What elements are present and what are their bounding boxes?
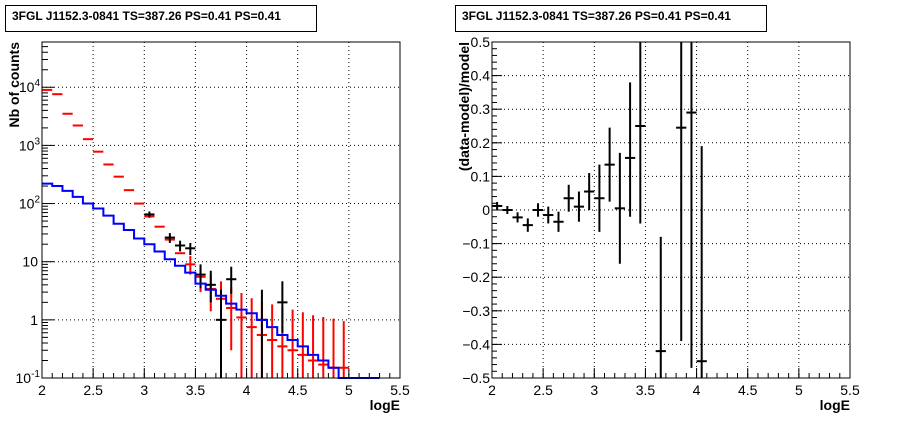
x-tick-label: 3: [590, 382, 598, 398]
y-tick-label: 0.1: [471, 168, 491, 184]
x-tick-label: 5: [345, 382, 353, 398]
y-axis-label: (data-model)/model: [456, 42, 472, 171]
right-panel-residuals: 2 2.5 3 3.5 4 4.5 5 5.5 −0.5 −0.4 −0.3 −0.2 −0.1 0 0.1…: [456, 34, 860, 413]
y-tick-label: 103: [19, 136, 41, 153]
plot-frame: [41, 41, 401, 379]
y-tick-label: −0.5: [462, 370, 490, 386]
x-tick-label: 3.5: [636, 382, 656, 398]
x-tick-label: 4.5: [738, 382, 758, 398]
y-tick-label: 0.5: [471, 34, 491, 50]
y-tick-label: 0.4: [471, 68, 491, 84]
y-tick-label: −0.4: [462, 336, 490, 352]
y-tick-label: −0.3: [462, 303, 490, 319]
y-tick-label: 0.3: [471, 101, 491, 117]
y-tick-label: 1: [30, 312, 38, 328]
y-tick-label: −0.1: [462, 236, 490, 252]
x-tick-label: 4: [693, 382, 701, 398]
x-axis-label: logE: [370, 397, 400, 413]
y-tick-label: −0.2: [462, 269, 490, 285]
left-panel-counts: 2 2.5 3 3.5 4 4.5 5 5.5 10-1 1 10 102 103 104 logE Nb o…: [6, 41, 410, 413]
x-tick-label: 5.5: [840, 382, 860, 398]
x-tick-label: 2: [488, 382, 496, 398]
x-tick-label: 2.5: [83, 382, 103, 398]
y-tick-label: 102: [19, 195, 41, 212]
left-panel-title-text: 3FGL J1152.3-0841 TS=387.26 PS=0.41 PS=0…: [12, 9, 281, 23]
x-tick-label: 5: [795, 382, 803, 398]
x-axis-label: logE: [820, 397, 850, 413]
y-tick-label: 0.2: [471, 135, 491, 151]
model-step-line: [42, 182, 380, 379]
left-panel-title: 3FGL J1152.3-0841 TS=387.26 PS=0.41 PS=0…: [5, 5, 317, 32]
x-tick-label: 4.5: [288, 382, 308, 398]
plot-frame: [491, 41, 851, 379]
y-axis-label: Nb of counts: [6, 42, 22, 128]
y-tick-label: 104: [19, 78, 41, 95]
y-tick-label: 0: [482, 202, 490, 218]
x-tick-label: 3.5: [186, 382, 206, 398]
x-tick-label: 2: [38, 382, 46, 398]
y-tick-label: 10-1: [16, 369, 41, 386]
right-panel-title: 3FGL J1152.3-0841 TS=387.26 PS=0.41 PS=0…: [455, 5, 767, 32]
x-tick-label: 4: [243, 382, 251, 398]
y-tick-label: 10: [22, 254, 38, 270]
x-tick-label: 2.5: [533, 382, 553, 398]
x-tick-label: 3: [140, 382, 148, 398]
x-tick-label: 5.5: [390, 382, 410, 398]
right-panel-title-text: 3FGL J1152.3-0841 TS=387.26 PS=0.41 PS=0…: [462, 9, 731, 23]
